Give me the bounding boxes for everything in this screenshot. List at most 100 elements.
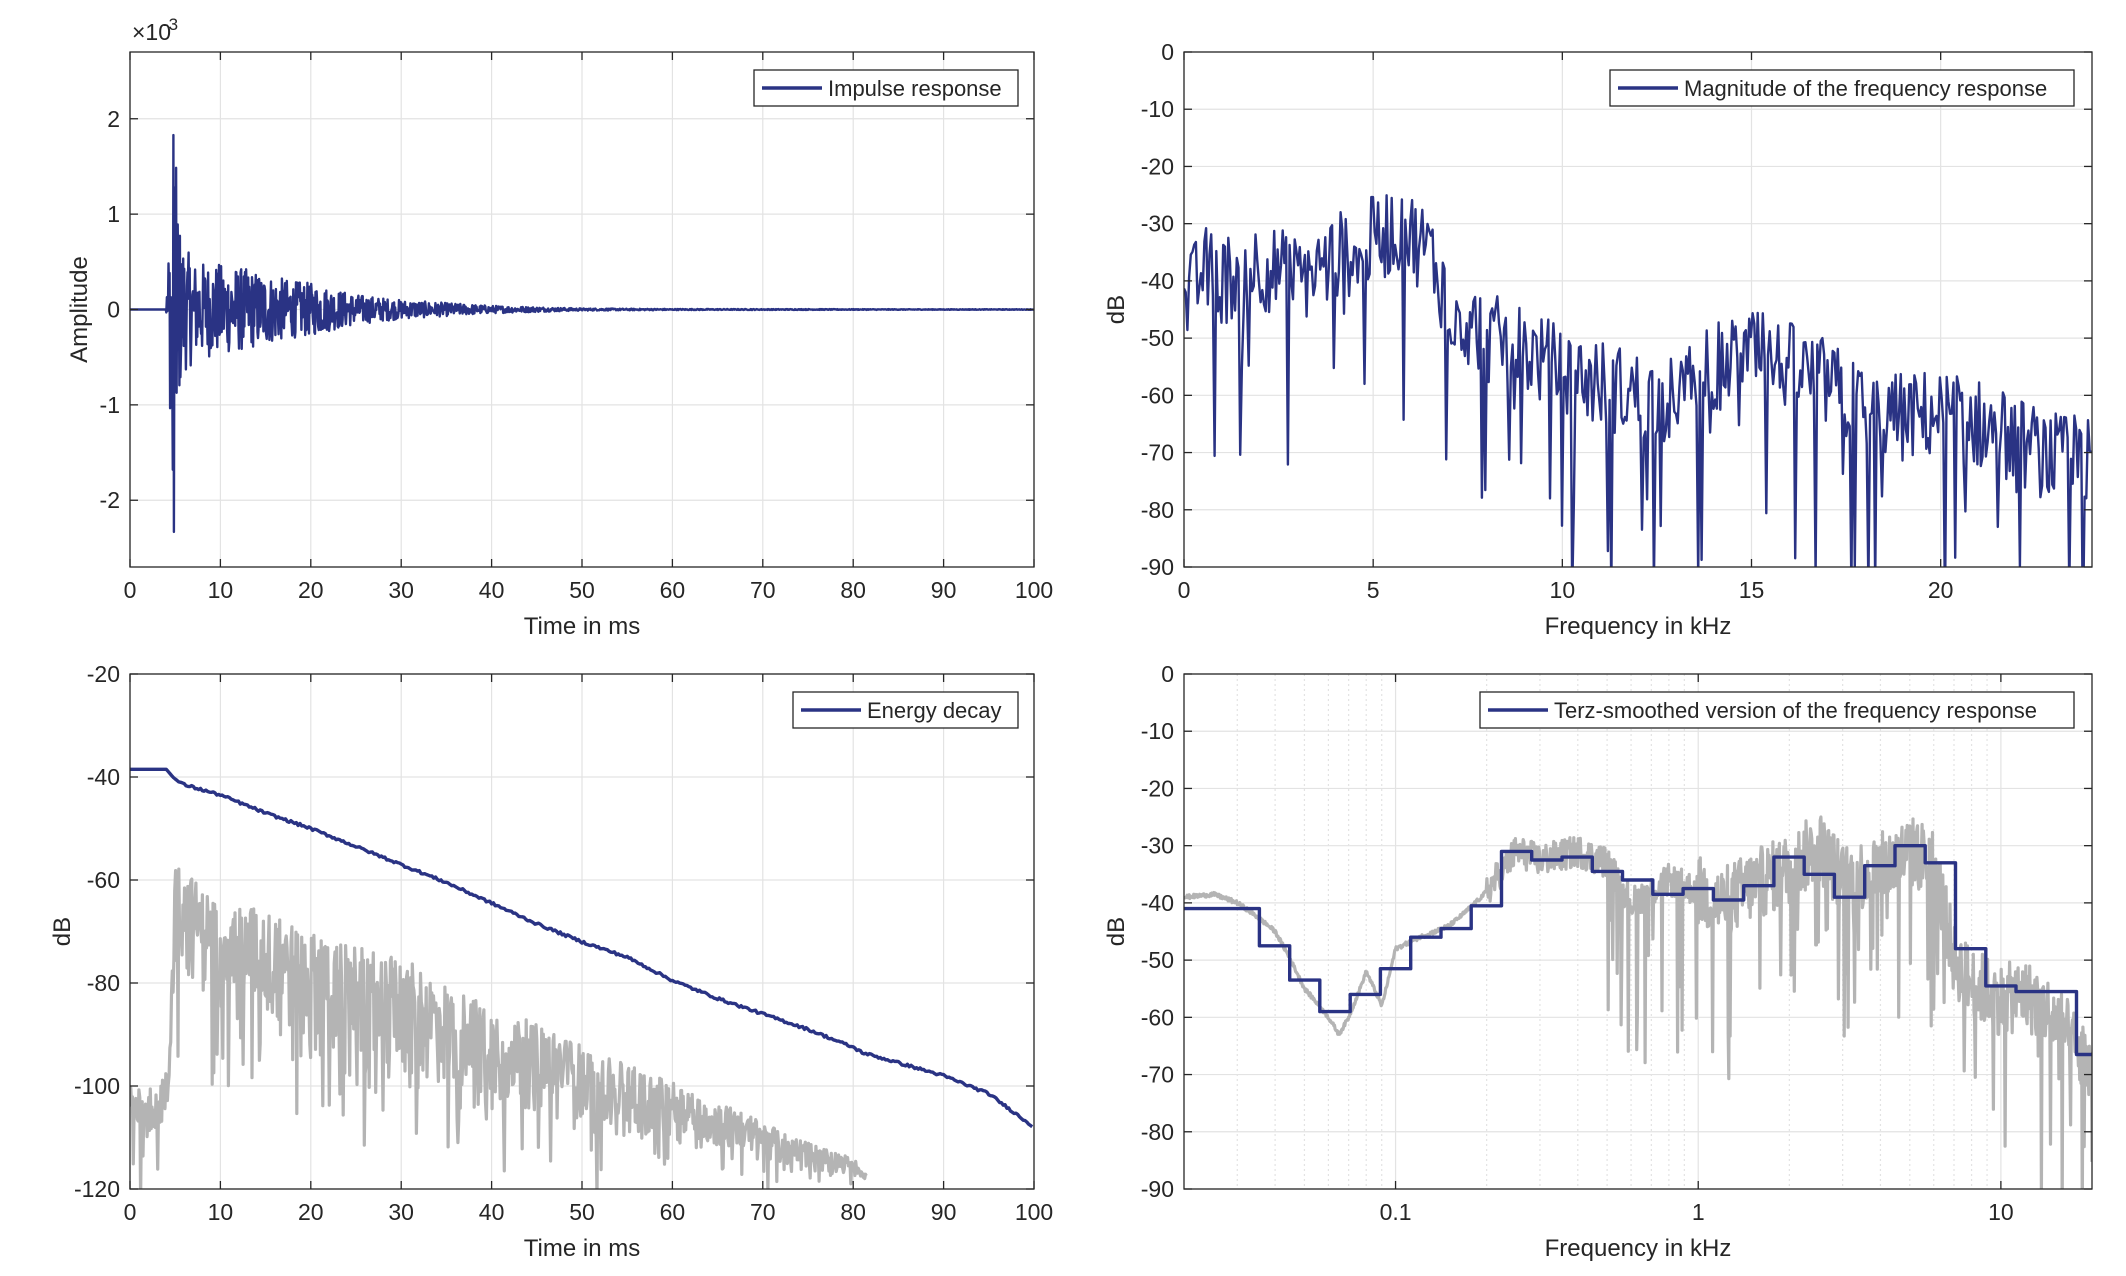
series-line-0 bbox=[130, 133, 1034, 534]
y-tick-label: 2 bbox=[107, 106, 120, 132]
x-tick-label: 10 bbox=[1988, 1199, 2014, 1225]
y-tick-label: -30 bbox=[1141, 211, 1174, 237]
x-tick-label: 70 bbox=[750, 577, 776, 603]
series-line-0 bbox=[130, 767, 1034, 1129]
y-tick-label: -20 bbox=[1141, 775, 1174, 801]
y-tick-label: -100 bbox=[74, 1073, 120, 1099]
legend: Energy decay bbox=[792, 691, 1019, 729]
impulse-response-panel: 0 10 20 30 40 50 60 70 80 90 100 -2 -1 0 1 2 ×10-3 Time i… bbox=[66, 15, 1053, 640]
legend: Terz-smoothed version of the frequency r… bbox=[1479, 691, 2075, 729]
x-tick-label: 0 bbox=[124, 577, 137, 603]
y-tick-label: -40 bbox=[87, 764, 120, 790]
data-layer bbox=[130, 767, 1034, 1189]
legend-label: Impulse response bbox=[828, 76, 1002, 101]
y-tick-label: -20 bbox=[1141, 153, 1174, 179]
y-tick-label: -40 bbox=[1141, 890, 1174, 916]
x-tick-label: 5 bbox=[1367, 577, 1380, 603]
y-tick-label: -80 bbox=[1141, 1119, 1174, 1145]
y-axis-label: dB bbox=[1103, 917, 1130, 946]
ticks: 0 5 10 15 20 0 -10 -20 -30 -40 -50 -60 -70 -80 -90 bbox=[1141, 39, 2092, 603]
x-tick-label: 10 bbox=[208, 577, 234, 603]
legend-box bbox=[1609, 69, 2075, 107]
energy-decay-panel: 0 10 20 30 40 50 60 70 80 90 100 -20 -40 -60 -80 -100 -1… bbox=[49, 661, 1053, 1262]
x-axis-label: Time in ms bbox=[524, 1235, 640, 1262]
y-exponent-label: ×10 bbox=[132, 19, 171, 45]
axes-frame bbox=[1183, 673, 2093, 1190]
series-line-0 bbox=[1184, 844, 2092, 1057]
x-tick-label: 40 bbox=[479, 1199, 505, 1225]
x-tick-label: 0 bbox=[124, 1199, 137, 1225]
x-tick-label: 70 bbox=[750, 1199, 776, 1225]
data-layer bbox=[130, 133, 1034, 534]
legend-box bbox=[1479, 691, 2075, 729]
x-tick-label: 10 bbox=[1550, 577, 1576, 603]
x-tick-label: 40 bbox=[479, 577, 505, 603]
y-axis-label: Amplitude bbox=[66, 256, 93, 363]
y-tick-label: 1 bbox=[107, 201, 120, 227]
x-tick-label: 30 bbox=[388, 1199, 414, 1225]
y-tick-label: -70 bbox=[1141, 1062, 1174, 1088]
data-layer bbox=[1184, 194, 2092, 567]
y-tick-label: -90 bbox=[1141, 1176, 1174, 1202]
legend-label: Terz-smoothed version of the frequency r… bbox=[1554, 698, 2037, 723]
y-tick-label: -2 bbox=[100, 487, 120, 513]
y-tick-label: 0 bbox=[1161, 661, 1174, 687]
x-tick-label: 100 bbox=[1015, 1199, 1053, 1225]
x-tick-label: 0.1 bbox=[1380, 1199, 1412, 1225]
y-tick-label: -20 bbox=[87, 661, 120, 687]
y-tick-label: 0 bbox=[107, 297, 120, 323]
y-tick-label: -60 bbox=[87, 867, 120, 893]
x-tick-label: 0 bbox=[1178, 577, 1191, 603]
y-axis-label: dB bbox=[1103, 295, 1130, 324]
ticks: 0 10 20 30 40 50 60 70 80 90 100 -2 -1 0 1 2 bbox=[100, 52, 1053, 603]
y-tick-label: -120 bbox=[74, 1176, 120, 1202]
y-axis-label: dB bbox=[49, 917, 76, 946]
frequency-magnitude-panel: 0 5 10 15 20 0 -10 -20 -30 -40 -50 -60 -70 -80 -90 Freq… bbox=[1103, 39, 2093, 640]
x-tick-label: 10 bbox=[208, 1199, 234, 1225]
x-tick-label: 90 bbox=[931, 577, 957, 603]
y-tick-label: -50 bbox=[1141, 947, 1174, 973]
x-tick-label: 15 bbox=[1739, 577, 1765, 603]
legend-label: Energy decay bbox=[867, 698, 1002, 723]
x-tick-label: 20 bbox=[298, 577, 324, 603]
y-tick-label: -70 bbox=[1141, 440, 1174, 466]
x-tick-label: 20 bbox=[298, 1199, 324, 1225]
y-tick-label: -80 bbox=[1141, 497, 1174, 523]
ticks: 0.1 1 10 0 -10 -20 -30 -40 -50 -60 -70 -80 -90 bbox=[1141, 661, 2092, 1225]
grid-lines bbox=[1184, 673, 2092, 1190]
y-tick-label: 0 bbox=[1161, 39, 1174, 65]
data-layer bbox=[1184, 815, 2092, 1189]
x-tick-label: 60 bbox=[660, 577, 686, 603]
y-tick-label: -30 bbox=[1141, 833, 1174, 859]
series-line-0 bbox=[1184, 194, 2092, 567]
x-tick-label: 1 bbox=[1692, 1199, 1705, 1225]
x-tick-label: 30 bbox=[388, 577, 414, 603]
background-response-trace bbox=[130, 867, 868, 1189]
legend-box bbox=[792, 691, 1019, 729]
y-tick-label: -10 bbox=[1141, 96, 1174, 122]
legend-label: Magnitude of the frequency response bbox=[1684, 76, 2047, 101]
y-exponent-power: -3 bbox=[163, 15, 178, 34]
legend: Impulse response bbox=[753, 69, 1019, 107]
y-tick-label: -1 bbox=[100, 392, 120, 418]
axes-frame bbox=[1183, 51, 2093, 568]
background-response-trace bbox=[1184, 815, 2092, 1189]
x-axis-label: Time in ms bbox=[524, 613, 640, 640]
y-tick-label: -80 bbox=[87, 970, 120, 996]
y-tick-label: -90 bbox=[1141, 554, 1174, 580]
x-tick-label: 80 bbox=[840, 1199, 866, 1225]
y-tick-label: -60 bbox=[1141, 382, 1174, 408]
y-tick-label: -60 bbox=[1141, 1004, 1174, 1030]
y-tick-label: -10 bbox=[1141, 718, 1174, 744]
x-tick-label: 50 bbox=[569, 1199, 595, 1225]
x-tick-label: 60 bbox=[660, 1199, 686, 1225]
terz-smoothed-panel: 0.1 1 10 0 -10 -20 -30 -40 -50 -60 -70 -80 -90 Freque… bbox=[1103, 661, 2093, 1262]
x-tick-label: 20 bbox=[1928, 577, 1954, 603]
x-axis-label: Frequency in kHz bbox=[1545, 1235, 1732, 1262]
x-tick-label: 90 bbox=[931, 1199, 957, 1225]
legend: Magnitude of the frequency response bbox=[1609, 69, 2075, 107]
x-tick-label: 100 bbox=[1015, 577, 1053, 603]
x-axis-label: Frequency in kHz bbox=[1545, 613, 1732, 640]
x-tick-label: 80 bbox=[840, 577, 866, 603]
